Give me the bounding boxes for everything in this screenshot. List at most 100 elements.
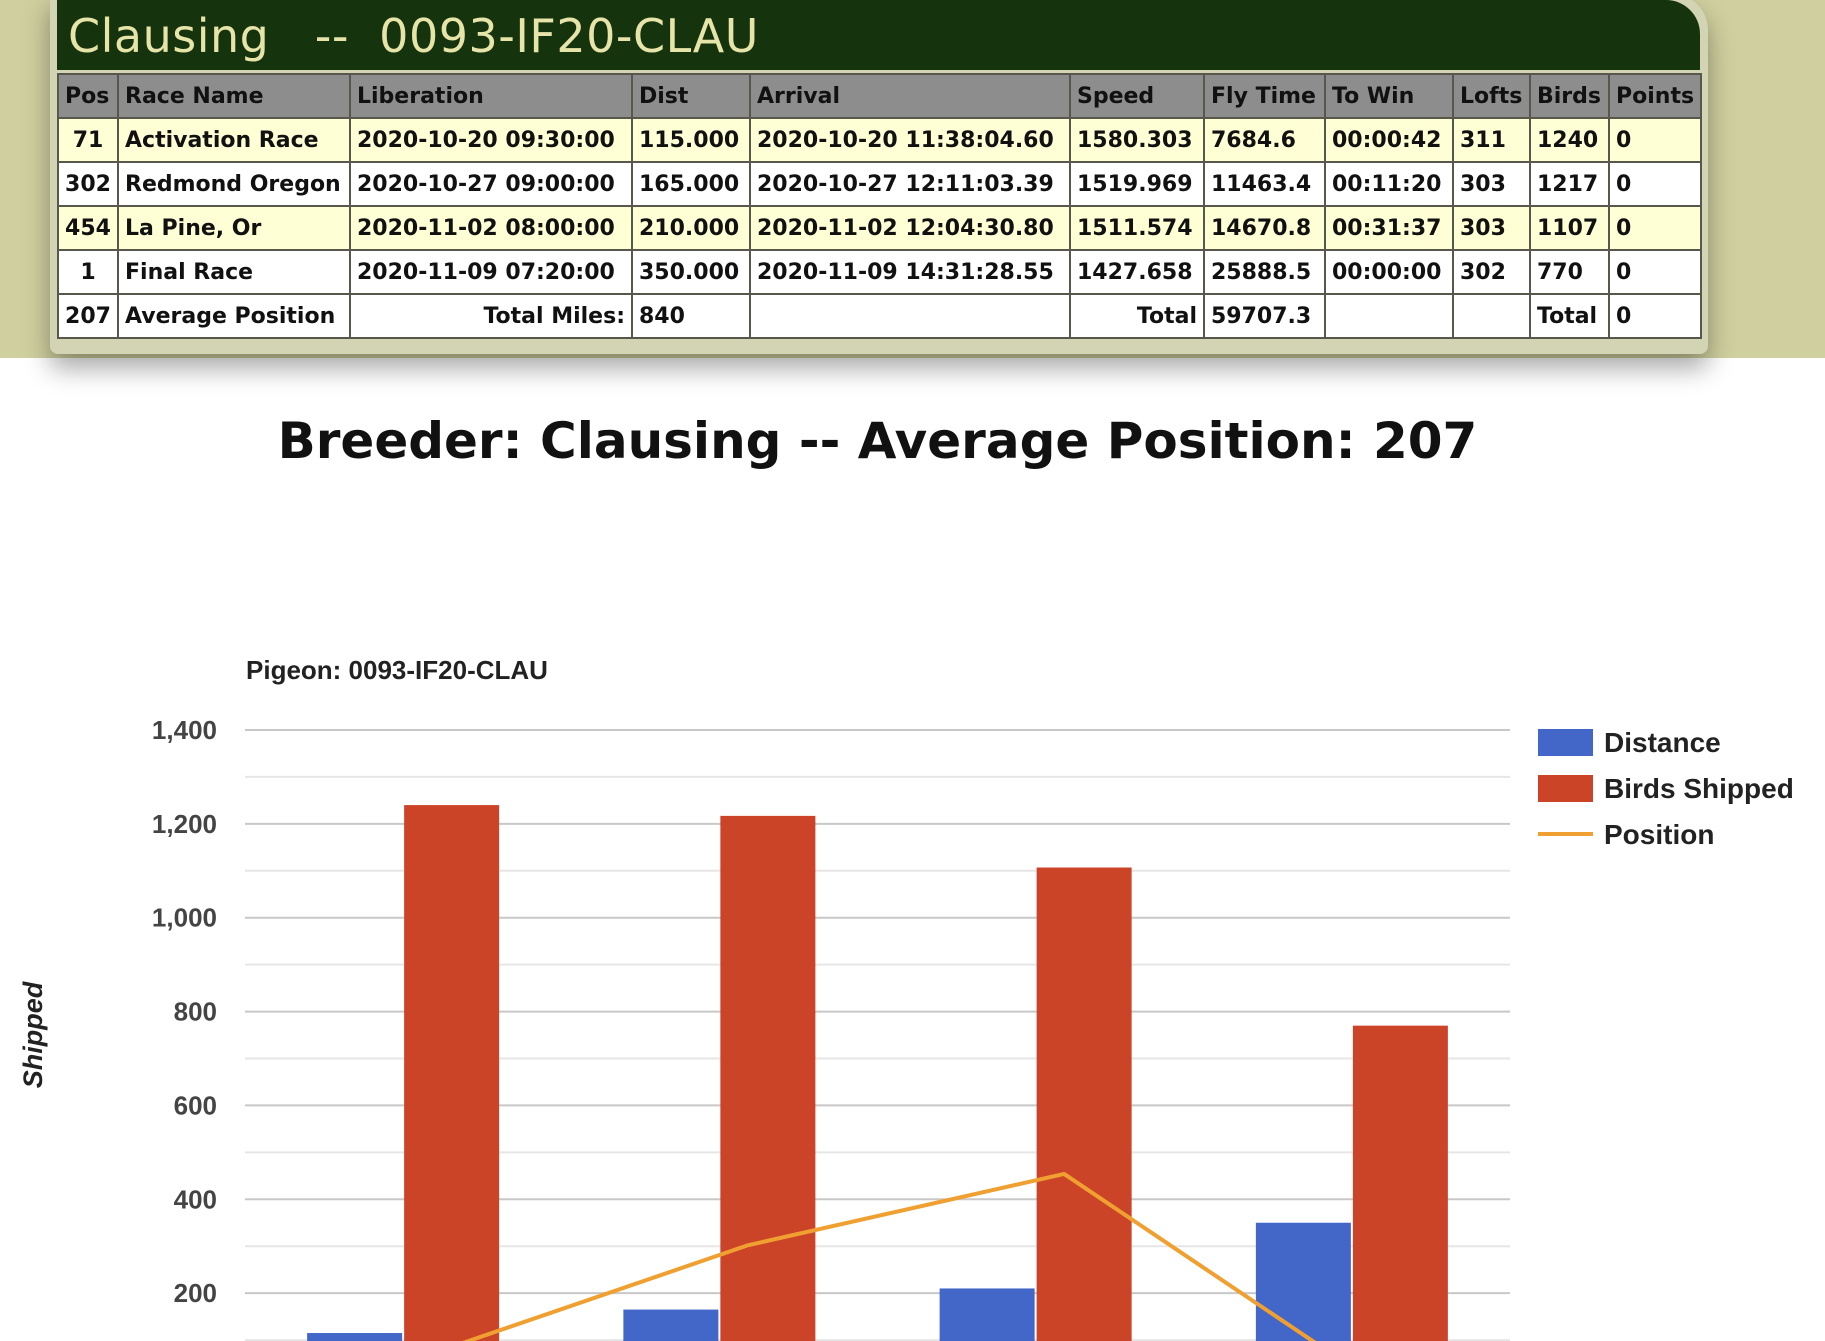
- birds-shipped-bar[interactable]: [1352, 1025, 1448, 1341]
- cell-speed: 1511.574: [1069, 205, 1205, 251]
- cell-fly-time: 25888.5: [1203, 249, 1326, 295]
- col-header-speed[interactable]: Speed: [1069, 73, 1205, 119]
- cell-points-total-label: Total: [1529, 293, 1610, 339]
- cell-dist: 350.000: [631, 249, 751, 295]
- cell-lofts: 311: [1452, 117, 1531, 163]
- cell-empty: [749, 293, 1071, 339]
- birds-shipped-bar[interactable]: [1036, 867, 1132, 1341]
- col-header-race-name[interactable]: Race Name: [117, 73, 351, 119]
- cell-empty: [1452, 293, 1531, 339]
- cell-birds: 1240: [1529, 117, 1610, 163]
- legend-label-distance[interactable]: Distance: [1604, 727, 1721, 758]
- cell-arrival: 2020-10-27 12:11:03.39: [749, 161, 1071, 207]
- cell-pos: 454: [57, 205, 119, 251]
- cell-liberation: 2020-11-09 07:20:00: [349, 249, 633, 295]
- cell-fly-time: 11463.4: [1203, 161, 1326, 207]
- cell-arrival: 2020-11-09 14:31:28.55: [749, 249, 1071, 295]
- col-header-lofts[interactable]: Lofts: [1452, 73, 1531, 119]
- cell-points: 0: [1608, 205, 1702, 251]
- cell-total-miles-label: Total Miles:: [349, 293, 633, 339]
- col-header-arrival[interactable]: Arrival: [749, 73, 1071, 119]
- table-row: 1 Final Race 2020-11-09 07:20:00 350.000…: [57, 249, 1702, 295]
- cell-birds: 1107: [1529, 205, 1610, 251]
- cell-total-miles: 840: [631, 293, 751, 339]
- birds-shipped-bar[interactable]: [720, 815, 816, 1341]
- col-header-fly-time[interactable]: Fly Time: [1203, 73, 1326, 119]
- y-tick-label: 1,000: [152, 903, 217, 933]
- position-line-path[interactable]: [432, 1171, 1381, 1341]
- cell-fly-time-total: 59707.3: [1203, 293, 1326, 339]
- cell-total-label: Total: [1069, 293, 1205, 339]
- cell-to-win: 00:00:00: [1324, 249, 1454, 295]
- cell-liberation: 2020-11-02 08:00:00: [349, 205, 633, 251]
- y-tick-label: 600: [174, 1090, 217, 1120]
- title-separator: --: [314, 9, 349, 63]
- breeder-name: Clausing: [68, 9, 270, 63]
- legend-label-position[interactable]: Position: [1604, 819, 1714, 850]
- cell-race-name[interactable]: La Pine, Or: [117, 205, 351, 251]
- cell-dist: 115.000: [631, 117, 751, 163]
- y-tick-label: 1,200: [152, 809, 217, 839]
- table-footer-row: 207 Average Position Total Miles: 840 To…: [57, 293, 1702, 339]
- table-header-row: Pos Race Name Liberation Dist Arrival Sp…: [57, 73, 1702, 119]
- cell-lofts: 302: [1452, 249, 1531, 295]
- distance-bar[interactable]: [307, 1333, 403, 1341]
- cell-points-total: 0: [1608, 293, 1702, 339]
- cell-race-name[interactable]: Redmond Oregon: [117, 161, 351, 207]
- cell-points: 0: [1608, 161, 1702, 207]
- cell-points: 0: [1608, 117, 1702, 163]
- col-header-points[interactable]: Points: [1608, 73, 1702, 119]
- band-number: 0093-IF20-CLAU: [379, 9, 759, 63]
- table-row: 454 La Pine, Or 2020-11-02 08:00:00 210.…: [57, 205, 1702, 251]
- chart-title: Pigeon: 0093-IF20-CLAU: [246, 655, 548, 685]
- legend-swatch-birds-shipped: [1538, 775, 1593, 802]
- pigeon-title: Clausing -- 0093-IF20-CLAU: [68, 6, 759, 66]
- cell-fly-time: 7684.6: [1203, 117, 1326, 163]
- col-header-pos[interactable]: Pos: [57, 73, 119, 119]
- position-line: [432, 1171, 1381, 1341]
- cell-empty: [1324, 293, 1454, 339]
- y-tick-label: 800: [174, 997, 217, 1027]
- distance-bar[interactable]: [1255, 1222, 1351, 1341]
- cell-lofts: 303: [1452, 205, 1531, 251]
- cell-points: 0: [1608, 249, 1702, 295]
- cell-arrival: 2020-10-20 11:38:04.60: [749, 117, 1071, 163]
- cell-race-name[interactable]: Activation Race: [117, 117, 351, 163]
- cell-average-pos: 207: [57, 293, 119, 339]
- bars: [307, 805, 1448, 1341]
- cell-pos: 302: [57, 161, 119, 207]
- col-header-birds[interactable]: Birds: [1529, 73, 1610, 119]
- legend-label-birds-shipped[interactable]: Birds Shipped: [1604, 773, 1794, 804]
- results-panel-header: [57, 0, 1700, 70]
- col-header-to-win[interactable]: To Win: [1324, 73, 1454, 119]
- birds-shipped-bar[interactable]: [404, 805, 500, 1341]
- cell-race-name[interactable]: Final Race: [117, 249, 351, 295]
- table-row: 71 Activation Race 2020-10-20 09:30:00 1…: [57, 117, 1702, 163]
- cell-pos: 1: [57, 249, 119, 295]
- cell-liberation: 2020-10-20 09:30:00: [349, 117, 633, 163]
- cell-to-win: 00:31:37: [1324, 205, 1454, 251]
- race-results-table: Pos Race Name Liberation Dist Arrival Sp…: [57, 73, 1702, 339]
- distance-bar[interactable]: [939, 1288, 1035, 1341]
- cell-liberation: 2020-10-27 09:00:00: [349, 161, 633, 207]
- legend: Distance Birds Shipped Position: [1538, 727, 1794, 850]
- y-tick-label: 1,400: [152, 715, 217, 745]
- legend-swatch-distance: [1538, 729, 1593, 756]
- col-header-liberation[interactable]: Liberation: [349, 73, 633, 119]
- y-tick-label: 400: [174, 1184, 217, 1214]
- cell-birds: 1217: [1529, 161, 1610, 207]
- table-row: 302 Redmond Oregon 2020-10-27 09:00:00 1…: [57, 161, 1702, 207]
- cell-dist: 210.000: [631, 205, 751, 251]
- cell-pos: 71: [57, 117, 119, 163]
- cell-arrival: 2020-11-02 12:04:30.80: [749, 205, 1071, 251]
- cell-lofts: 303: [1452, 161, 1531, 207]
- cell-dist: 165.000: [631, 161, 751, 207]
- cell-to-win: 00:11:20: [1324, 161, 1454, 207]
- cell-birds: 770: [1529, 249, 1610, 295]
- distance-bar[interactable]: [623, 1309, 719, 1341]
- cell-fly-time: 14670.8: [1203, 205, 1326, 251]
- cell-to-win: 00:00:42: [1324, 117, 1454, 163]
- col-header-dist[interactable]: Dist: [631, 73, 751, 119]
